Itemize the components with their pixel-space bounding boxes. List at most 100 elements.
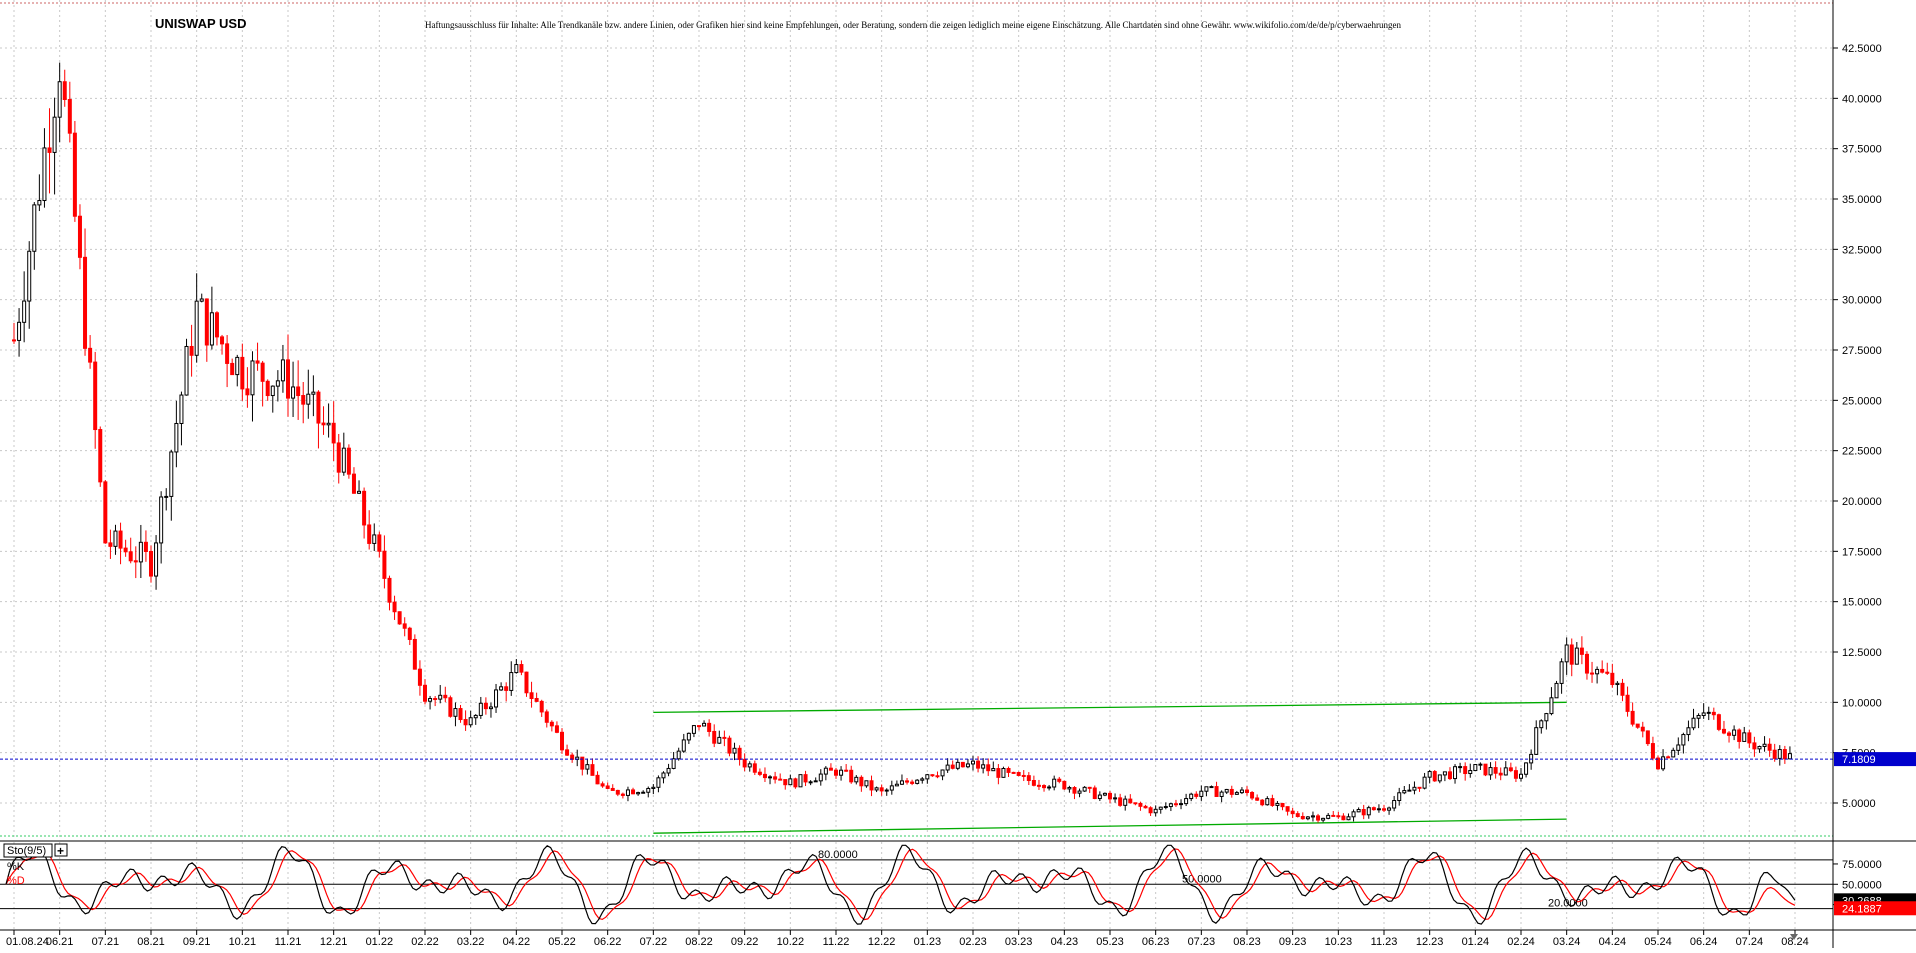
price-y-tick-label: 22.5000 [1842, 446, 1882, 458]
x-tick-label: 07.24 [1736, 936, 1764, 948]
trend-line-lower-channel[interactable] [653, 818, 1567, 834]
candle-body [955, 761, 960, 769]
candle-body [1351, 811, 1356, 818]
x-tick-label: 08.23 [1233, 936, 1261, 948]
x-tick-label: 09.21 [183, 936, 211, 948]
candle-body [768, 776, 773, 779]
candle-body [1067, 787, 1072, 790]
candle-body [1468, 770, 1473, 775]
candle-body [1194, 793, 1199, 797]
candle-body [1407, 789, 1412, 792]
candle-body [1305, 816, 1310, 820]
candle-body [32, 204, 37, 252]
candle-body [828, 767, 833, 771]
trend-lines [653, 701, 1567, 834]
price-y-tick-label: 32.5000 [1842, 244, 1882, 256]
candle-body [996, 768, 1001, 778]
candle-body [1742, 732, 1747, 742]
candle-body [1661, 756, 1666, 770]
candle-body [1209, 786, 1214, 789]
candle-body [899, 780, 904, 785]
candle-body [1777, 749, 1782, 759]
candle-body [1732, 729, 1737, 736]
candle-body [976, 760, 981, 769]
k-legend: %K [7, 861, 25, 873]
candle-body [1092, 787, 1097, 800]
price-y-tick-label: 37.5000 [1842, 144, 1882, 156]
candle-body [915, 779, 920, 784]
candle-body [661, 772, 666, 779]
candle-body [230, 362, 235, 376]
candle-body [565, 749, 570, 756]
last-price-badge-box [1834, 752, 1916, 767]
candle-body [1224, 788, 1229, 793]
candle-body [1503, 767, 1508, 776]
candle-body [1118, 797, 1123, 806]
candle-body [834, 769, 838, 776]
candle-body [1640, 726, 1645, 732]
candle-body [428, 698, 433, 702]
candle-body [336, 442, 341, 473]
candle-body [260, 362, 265, 382]
candle-body [42, 147, 47, 202]
x-tick-label: 12.23 [1416, 936, 1444, 948]
candle-body [793, 778, 798, 788]
candle-body [1574, 647, 1579, 665]
candle-body [1108, 792, 1112, 800]
candle-body [1042, 785, 1047, 789]
candle-body [549, 721, 554, 727]
candle-body [98, 429, 103, 483]
candle-body [1458, 766, 1463, 769]
candle-body [164, 495, 169, 498]
candle-body [169, 451, 174, 497]
x-tick-label: 06.22 [594, 936, 622, 948]
candle-body [453, 708, 458, 717]
candle-body [209, 312, 214, 346]
candle-body [1072, 787, 1077, 794]
x-tick-label: 02.24 [1507, 936, 1535, 948]
candle-body [1656, 757, 1660, 770]
candle-body [275, 380, 280, 387]
candle-body [270, 385, 275, 397]
candle-body [1666, 756, 1671, 759]
trend-line-upper-channel[interactable] [653, 701, 1567, 714]
x-tick-label: 01.22 [366, 936, 394, 948]
d-legend: %D [7, 875, 25, 887]
indicator-label-box[interactable]: Sto(9/5) [3, 843, 53, 858]
candle-body [889, 785, 894, 791]
candle-body [1113, 797, 1118, 800]
candle-body [1519, 773, 1523, 779]
candle-body [1590, 672, 1595, 675]
candle-body [357, 490, 362, 494]
candle-body [458, 708, 463, 721]
candle-body [1650, 743, 1655, 759]
candle-body [1402, 790, 1407, 794]
candle-body [600, 783, 605, 787]
candle-body [854, 776, 859, 783]
candle-body [1336, 815, 1341, 818]
candle-body [1371, 807, 1376, 811]
candle-body [1387, 807, 1392, 811]
candle-body [280, 359, 285, 382]
candle-body [77, 215, 82, 258]
expand-button[interactable]: + [54, 843, 68, 858]
x-tick-label: 07.22 [640, 936, 668, 948]
stochastic-y-tick-label: 75.0000 [1842, 859, 1882, 871]
candle-body [1097, 794, 1102, 800]
candle-body [1437, 774, 1442, 782]
price-y-tick-label: 17.5000 [1842, 546, 1882, 558]
candle-body [884, 789, 889, 792]
candle-body [641, 791, 646, 794]
candle-body [473, 714, 478, 719]
candle-body [1747, 732, 1752, 744]
candle-body [803, 774, 808, 783]
candle-body [1158, 806, 1163, 810]
candle-body [1316, 815, 1321, 821]
scroll-arrow-icon[interactable] [1790, 934, 1798, 940]
candle-body [823, 767, 828, 775]
candle-body [1671, 749, 1676, 758]
candle-body [321, 422, 326, 426]
candle-body [372, 534, 377, 544]
candle-body [813, 780, 818, 783]
